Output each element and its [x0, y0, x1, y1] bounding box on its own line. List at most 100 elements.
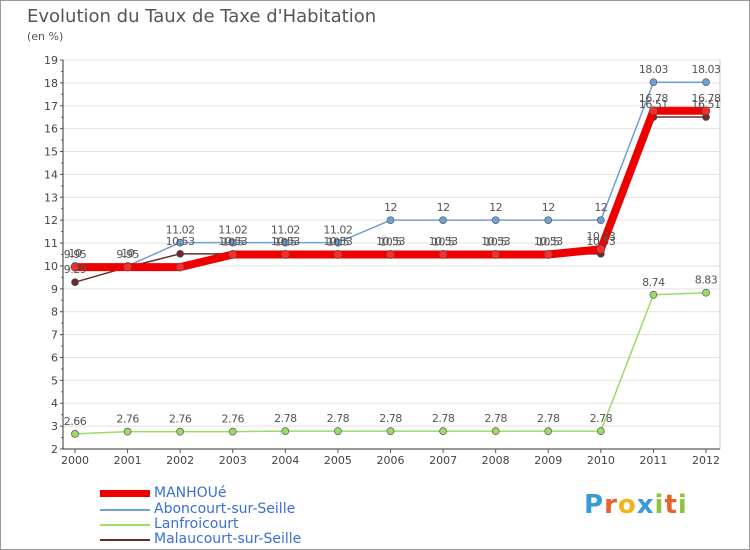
data-point — [544, 216, 553, 225]
logo-letter: t — [664, 490, 678, 520]
data-label: 8.83 — [695, 274, 718, 287]
data-point — [596, 216, 605, 225]
data-point — [491, 216, 500, 225]
legend-label: Malaucourt-sur-Seille — [154, 531, 302, 547]
data-label: 11.02 — [323, 224, 352, 237]
data-label: 2.78 — [327, 412, 350, 425]
y-tick-label: 10 — [44, 260, 58, 273]
data-label: 11.02 — [271, 224, 300, 237]
y-tick-label: 9 — [51, 283, 58, 296]
data-label: 16.78 — [692, 92, 721, 105]
proxiti-logo: Proxiti — [584, 490, 688, 520]
data-label: 12 — [542, 201, 555, 214]
data-label: 12 — [594, 201, 607, 214]
y-tick-label: 17 — [44, 100, 58, 113]
data-label: 10.53 — [166, 235, 195, 248]
data-label: 2.78 — [484, 412, 507, 425]
data-point — [281, 427, 290, 436]
y-tick-label: 3 — [51, 420, 58, 433]
y-tick-label: 5 — [51, 374, 58, 387]
logo-letter: r — [604, 490, 618, 520]
data-point — [439, 427, 447, 436]
data-label: 2.78 — [537, 412, 560, 425]
data-label: 10.53 — [481, 235, 510, 248]
data-point — [281, 238, 290, 247]
legend-swatch — [100, 524, 150, 526]
data-point — [176, 249, 185, 258]
x-tick-label: 2009 — [534, 454, 562, 467]
data-point — [439, 216, 447, 225]
data-label: 12 — [437, 201, 450, 214]
data-label: 10.53 — [323, 235, 352, 248]
x-tick-label: 2003 — [219, 454, 247, 467]
x-tick-label: 2002 — [166, 454, 194, 467]
data-label: 16.51 — [639, 98, 668, 111]
data-label: 11.02 — [166, 224, 195, 237]
legend-swatch — [100, 509, 150, 511]
data-point — [71, 278, 79, 287]
logo-letter: i — [677, 490, 688, 520]
data-label: 10.53 — [271, 235, 300, 248]
data-label: 12 — [384, 201, 397, 214]
y-tick-label: 15 — [44, 146, 58, 159]
data-point — [386, 250, 395, 259]
y-tick-label: 13 — [44, 191, 58, 204]
logo-letter: o — [617, 490, 637, 520]
y-tick-label: 19 — [44, 54, 58, 67]
data-label: 2.76 — [169, 413, 192, 426]
data-point — [333, 250, 343, 259]
data-label: 9.95 — [64, 248, 87, 261]
data-point — [176, 238, 185, 247]
data-point — [123, 427, 132, 436]
data-point — [228, 427, 237, 436]
data-label: 9.29 — [64, 263, 87, 276]
y-tick-label: 8 — [51, 306, 58, 319]
y-tick-label: 6 — [51, 351, 58, 364]
x-tick-label: 2005 — [324, 454, 352, 467]
data-label: 18.03 — [639, 63, 668, 76]
data-label: 2.78 — [274, 412, 297, 425]
x-tick-label: 2004 — [271, 454, 299, 467]
data-label: 2.76 — [116, 413, 139, 426]
data-label: 12 — [489, 201, 502, 214]
data-point — [596, 427, 605, 436]
chart-subtitle: (en %) — [27, 30, 64, 43]
y-tick-label: 16 — [44, 123, 58, 136]
x-tick-label: 2008 — [482, 454, 510, 467]
data-point — [71, 430, 79, 438]
data-label: 2.78 — [590, 412, 613, 425]
data-label: 10.5 — [379, 236, 402, 249]
data-point — [702, 288, 710, 297]
x-tick-label: 2001 — [114, 454, 142, 467]
data-point — [228, 250, 238, 259]
data-point — [543, 250, 553, 259]
data-point — [649, 106, 658, 116]
y-tick-label: 2 — [51, 443, 58, 456]
data-point — [491, 250, 501, 259]
data-label: 2.78 — [379, 412, 402, 425]
data-point — [280, 250, 290, 259]
legend-swatch — [100, 490, 150, 497]
data-point — [386, 427, 395, 436]
y-tick-label: 12 — [44, 214, 58, 227]
data-label: 10.5 — [222, 236, 245, 249]
data-label: 9.95 — [116, 248, 139, 261]
x-tick-label: 2012 — [692, 454, 720, 467]
data-point — [228, 238, 237, 247]
data-label: 2.76 — [222, 413, 245, 426]
data-label: 10.5 — [432, 236, 455, 249]
data-label: 10.53 — [586, 235, 615, 248]
data-label: 10 — [121, 247, 134, 260]
legend-swatch — [100, 539, 150, 541]
data-point — [334, 238, 342, 247]
x-tick-label: 2011 — [639, 454, 667, 467]
y-tick-label: 4 — [51, 397, 58, 410]
data-point — [334, 427, 342, 436]
data-label: 2.66 — [64, 415, 87, 428]
data-label: 18.03 — [692, 63, 721, 76]
data-label: 10.5 — [327, 236, 350, 249]
x-tick-label: 2007 — [429, 454, 457, 467]
data-point — [70, 262, 80, 272]
y-tick-label: 14 — [44, 168, 58, 181]
